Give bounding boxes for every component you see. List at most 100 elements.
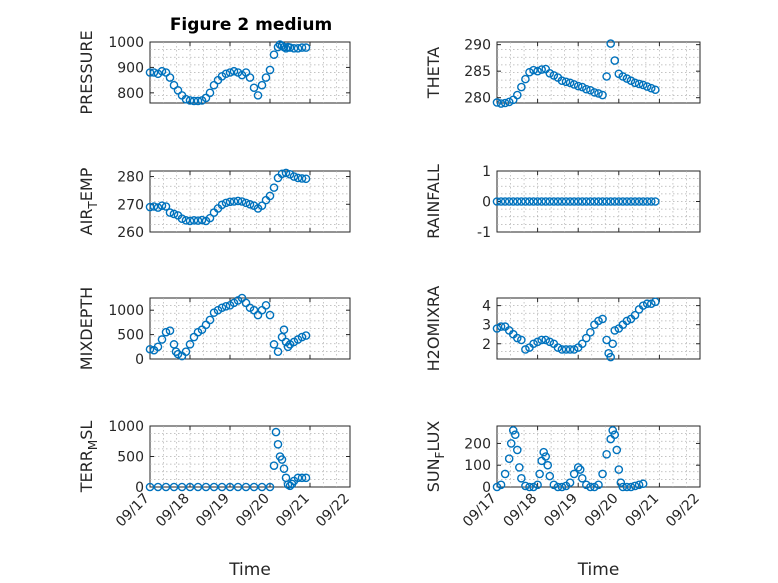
air-temp-data-point [185,216,195,226]
theta-ytick-label: 285 [464,64,491,80]
sun-flux-data-point [553,482,563,492]
theta-data-point [586,85,595,95]
air-temp-data-point [293,173,303,183]
sun-flux-data-point [539,447,548,457]
sun-flux-data-point [608,426,618,435]
theta-data-point [582,84,591,94]
terr-msl-data-point [145,482,155,492]
sun-flux-data-point [598,469,607,479]
air-temp-data-point [169,209,179,219]
rainfall-data-point [569,197,579,206]
air-temp-data-point [265,191,275,201]
mixdepth-data-point [279,325,289,335]
sun-flux-data-point [533,480,542,490]
h2omixra-data-point [622,316,632,326]
h2omixra-data-point [569,345,579,354]
air-temp-ytick-label: 270 [117,197,144,213]
air-temp-data-point [217,200,227,210]
mixdepth-data-point [261,301,271,310]
h2omixra-data-point [492,324,502,333]
pressure-data-point [145,68,155,77]
sun-flux-data-point [602,450,611,459]
sun-flux-xtick-label: 09/17 [460,491,500,531]
rainfall-y-axis-label: RAINFALL [424,164,443,239]
terr-msl-xtick-label: 09/17 [113,491,153,531]
h2omixra-data-point [630,310,640,320]
mixdepth-data-point [145,344,155,354]
mixdepth-data-point [171,347,181,356]
mixdepth-ytick-label: 500 [117,328,144,344]
sun-flux-data-point [575,465,585,474]
sun-flux-data-point [565,478,575,487]
panel-h2omixra: 2 3 4 H2OMIXRA [424,286,701,371]
sun-flux-data-point [590,482,599,492]
mixdepth-data-point [181,347,191,356]
h2omixra-data-point [598,314,607,324]
sun-flux-data-point [492,482,502,492]
h2omixra-data-point [608,339,618,349]
theta-data-point [549,71,559,80]
rainfall-data-point [651,197,660,206]
mixdepth-data-point [165,326,175,335]
terr-msl-data-point [249,482,259,492]
terr-msl-ytick-label: 500 [117,450,144,466]
terr-msl-xtick-label: 09/18 [153,491,193,531]
theta-ytick-label: 280 [464,91,491,107]
air-temp-data-point [233,196,243,206]
rainfall-data-point [537,197,546,206]
theta-data-point [590,88,599,97]
sun-flux-data-point [614,465,624,474]
air-temp-data-point [257,201,267,210]
h2omixra-data-point [642,299,652,309]
panel-terr-msl: 0 500 1000 09/17 09/18 09/19 09/20 09/21 09/22 Ti… [77,419,353,580]
h2omixra-data-point [521,345,530,354]
theta-data-point [594,89,603,98]
theta-data-point [642,82,652,91]
air-temp-data-point [197,215,207,225]
pressure-data-point [205,88,215,98]
rainfall-data-point [496,197,506,206]
h2omixra-data-point [553,343,563,352]
air-temp-data-point [245,199,255,209]
sun-flux-data-point [545,471,555,481]
rainfall-data-point [577,197,587,206]
rainfall-data-point [586,197,595,206]
mixdepth-ytick-label: 1000 [108,303,144,319]
theta-data-point [545,68,555,78]
sun-flux-data-point [630,481,640,491]
theta-data-point [610,56,620,65]
panel-pressure: 800 900 1000 PRESSURE [77,30,351,115]
sun-flux-data-point [626,482,636,492]
theta-data-point [517,82,526,92]
theta-ytick-label: 290 [464,38,491,54]
terr-msl-xtick-label: 09/22 [313,491,353,531]
sun-flux-y-axis-label: SUNFLUX [424,421,447,493]
air-temp-data-point [225,197,235,207]
pressure-data-point [157,66,167,76]
theta-data-point [492,98,502,107]
rainfall-data-point [573,197,583,206]
theta-data-point [618,72,628,81]
sun-flux-data-point [543,460,553,470]
rainfall-data-point [541,197,551,206]
theta-data-point [630,78,640,88]
h2omixra-data-point [602,335,611,345]
terr-msl-data-point [269,461,279,470]
sun-flux-data-point [586,482,595,492]
theta-data-point [638,80,648,90]
h2omixra-data-point [582,333,591,343]
theta-data-point [651,85,660,95]
sun-flux-data-point [612,445,622,455]
pressure-data-point [293,44,303,53]
sun-flux-data-point [557,482,567,492]
pressure-data-point [297,43,307,52]
rainfall-data-point [500,197,510,206]
h2omixra-data-point [565,345,575,354]
sun-flux-ytick-label: 0 [482,480,491,496]
rainfall-data-point [630,197,640,206]
terr-msl-data-point [265,482,275,492]
terr-msl-data-point [241,482,251,492]
air-temp-data-point [181,216,191,225]
pressure-data-point [221,69,231,79]
